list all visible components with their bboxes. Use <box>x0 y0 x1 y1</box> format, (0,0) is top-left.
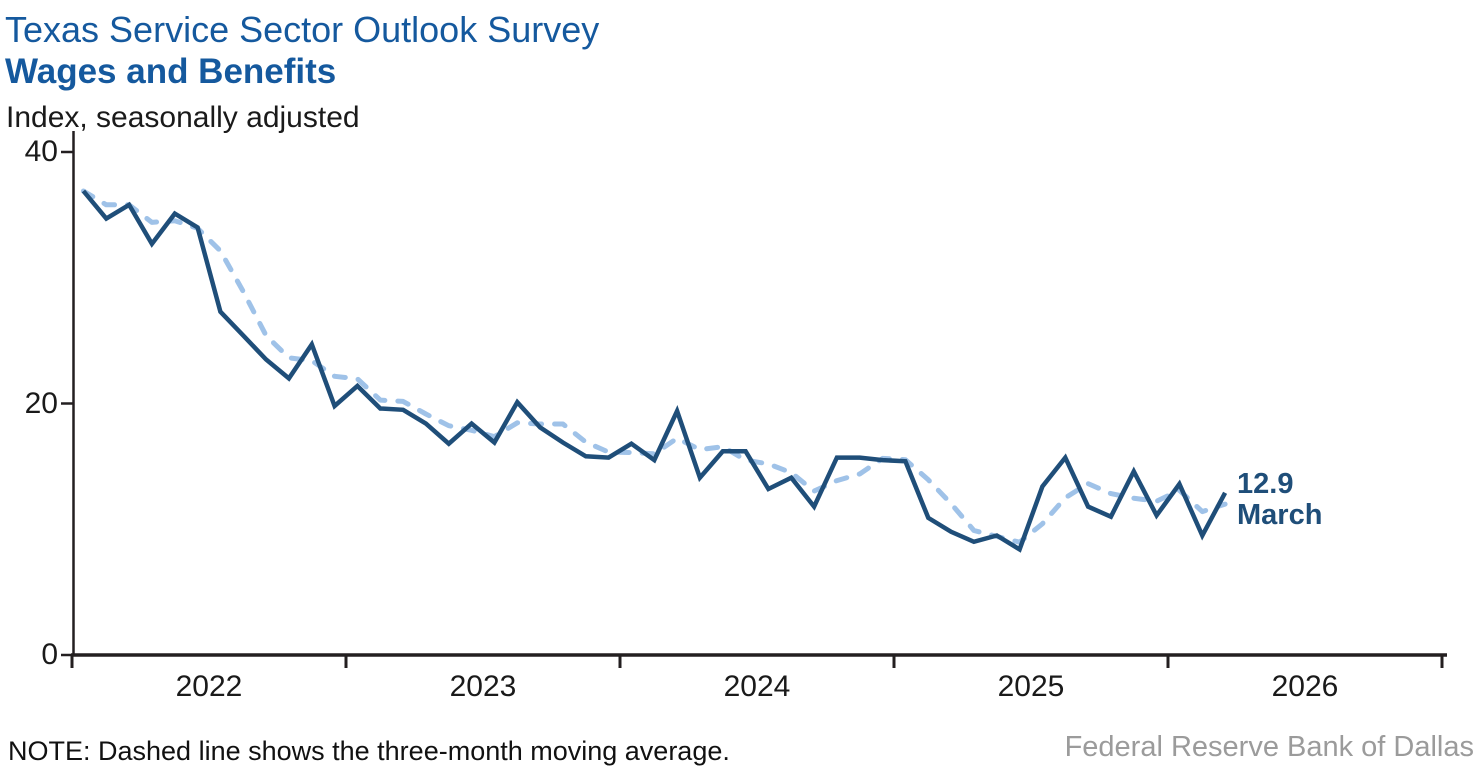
y-tick-label: 40 <box>24 135 58 168</box>
footnote: NOTE: Dashed line shows the three-month … <box>8 736 730 766</box>
y-tick-label: 0 <box>41 638 58 671</box>
last-point-annotation: 12.9 March <box>1237 469 1322 531</box>
x-tick-label: 2022 <box>175 670 243 703</box>
x-tick-label: 2025 <box>997 670 1065 703</box>
chart-subtitle: Wages and Benefits <box>5 52 337 91</box>
x-tick-label: 2024 <box>723 670 791 703</box>
y-tick-label: 20 <box>24 386 58 420</box>
index-line <box>81 189 1228 553</box>
last-point-month: March <box>1237 499 1323 531</box>
axis-units-label: Index, seasonally adjusted <box>6 101 360 134</box>
x-tick-label: 2023 <box>449 670 517 703</box>
moving-average-line <box>80 188 1228 545</box>
source-credit: Federal Reserve Bank of Dallas <box>1064 731 1474 763</box>
last-point-value: 12.9 <box>1237 468 1294 500</box>
x-tick-label: 2026 <box>1271 670 1339 703</box>
chart-title: Texas Service Sector Outlook Survey <box>5 9 600 50</box>
